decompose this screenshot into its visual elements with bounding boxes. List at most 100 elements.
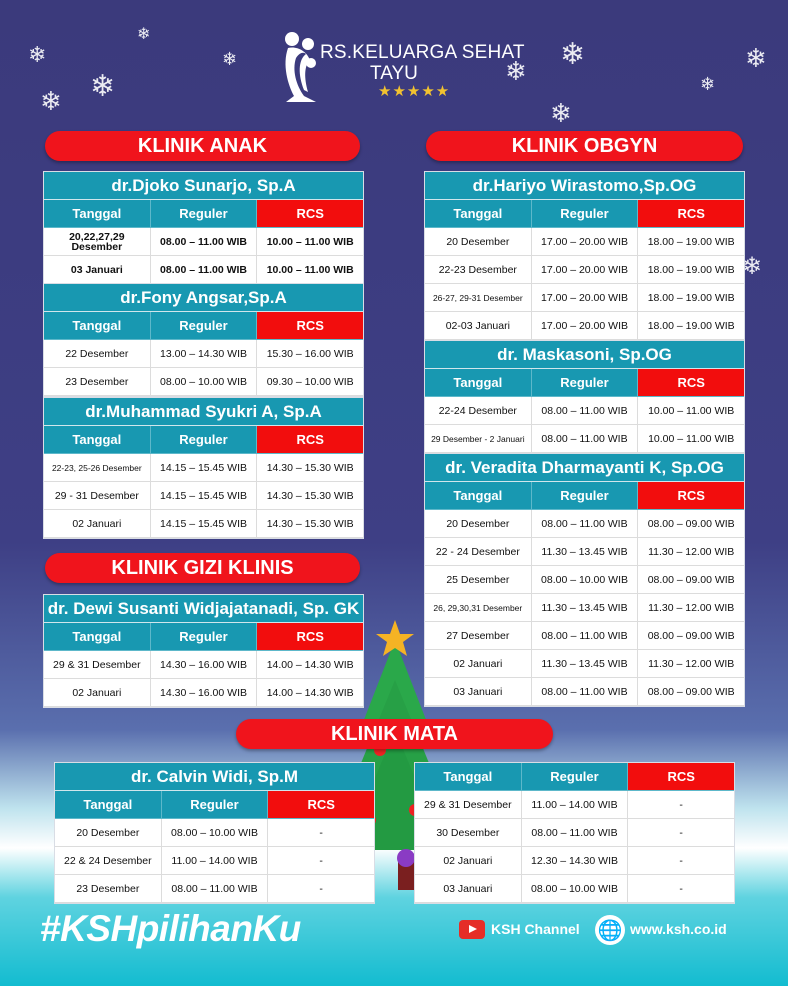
table-row: 22-23 Desember 17.00 – 20.00 WIB 18.00 – 1…: [425, 256, 745, 284]
cell-rcs-time: 08.00 – 09.00 WIB: [638, 678, 745, 706]
cell-rcs-time: 08.00 – 09.00 WIB: [638, 566, 745, 594]
cell-rcs-time: 10.00 – 11.00 WIB: [638, 397, 745, 425]
table-row: 23 Desember 08.00 – 10.00 WIB 09.30 – 10.0…: [44, 368, 364, 396]
banner-klinik-anak: KLINIK ANAK: [45, 131, 360, 161]
cell-date: 02-03 Januari: [425, 312, 532, 340]
table-header-row: Tanggal Reguler RCS: [415, 763, 735, 791]
column-header-rcs: RCS: [638, 200, 745, 228]
table-row: 29 & 31 Desember 11.00 – 14.00 WIB -: [415, 791, 735, 819]
cell-rcs-time: 11.30 – 12.00 WIB: [638, 538, 745, 566]
table-row: 03 Januari 08.00 – 10.00 WIB -: [415, 875, 735, 903]
schedule-table: dr. Veradita Dharmayanti K, Sp.OG Tanggal…: [424, 453, 745, 707]
table-row: 22-23, 25-26 Desember 14.15 – 15.45 WIB 14…: [44, 454, 364, 482]
cell-date: 23 Desember: [44, 368, 151, 396]
cell-rcs-time: 14.00 – 14.30 WIB: [257, 679, 364, 707]
cell-rcs-time: 14.30 – 15.30 WIB: [257, 454, 364, 482]
youtube-channel-link[interactable]: KSH Channel: [491, 921, 580, 937]
cell-regular-time: 11.00 – 14.00 WIB: [161, 847, 269, 875]
cell-regular-time: 17.00 – 20.00 WIB: [531, 256, 639, 284]
cell-rcs-time: -: [268, 819, 375, 847]
cell-regular-time: 17.00 – 20.00 WIB: [531, 284, 639, 312]
cell-regular-time: 08.00 – 11.00 WIB: [531, 397, 639, 425]
cell-regular-time: 08.00 – 11.00 WIB: [150, 228, 258, 256]
cell-date: 22-24 Desember: [425, 397, 532, 425]
snowflake-icon: ❄: [745, 43, 767, 73]
cell-date: 03 Januari: [425, 678, 532, 706]
schedule-table: dr.Muhammad Syukri A, Sp.A Tanggal Reguler…: [43, 397, 364, 539]
column-header-rcs: RCS: [638, 482, 745, 510]
schedule-table: dr. Maskasoni, Sp.OG Tanggal Reguler RCS 22-…: [424, 340, 745, 454]
doctor-name: dr. Dewi Susanti Widjajatanadi, Sp. GK: [44, 595, 363, 623]
cell-date: 02 Januari: [44, 510, 151, 538]
cell-date: 02 Januari: [44, 679, 151, 707]
cell-date: 22 Desember: [44, 340, 151, 368]
banner-klinik-mata: KLINIK MATA: [236, 719, 553, 749]
banner-klinik-obgyn: KLINIK OBGYN: [426, 131, 743, 161]
doctor-name: dr. Calvin Widi, Sp.M: [55, 763, 374, 791]
column-header-reguler: Reguler: [150, 312, 258, 340]
snowflake-icon: ❄: [40, 86, 62, 116]
table-row: 29 Desember - 2 Januari 08.00 – 11.00 WIB…: [425, 425, 745, 453]
youtube-icon[interactable]: [459, 920, 485, 939]
table-row: 20 Desember 08.00 – 10.00 WIB -: [55, 819, 375, 847]
cell-rcs-time: 10.00 – 11.00 WIB: [257, 228, 364, 256]
column-header-reguler: Reguler: [150, 623, 258, 651]
table-row: 26-27, 29-31 Desember 17.00 – 20.00 WIB 18…: [425, 284, 745, 312]
column-header-tanggal: Tanggal: [44, 200, 151, 228]
family-logo-icon: [285, 32, 316, 102]
column-header-tanggal: Tanggal: [44, 312, 151, 340]
cell-regular-time: 08.00 – 11.00 WIB: [531, 622, 639, 650]
column-header-rcs: RCS: [268, 791, 375, 819]
cell-date: 26, 29,30,31 Desember: [425, 594, 532, 622]
cell-regular-time: 08.00 – 10.00 WIB: [150, 368, 258, 396]
cell-date: 29 Desember - 2 Januari: [425, 425, 532, 453]
cell-date: 23 Desember: [55, 875, 162, 903]
column-header-tanggal: Tanggal: [55, 791, 162, 819]
column-header-reguler: Reguler: [521, 763, 629, 791]
cell-regular-time: 08.00 – 10.00 WIB: [531, 566, 639, 594]
cell-rcs-time: -: [628, 791, 735, 819]
table-header-row: Tanggal Reguler RCS: [44, 623, 364, 651]
table-header-row: Tanggal Reguler RCS: [44, 200, 364, 228]
table-row: 22 & 24 Desember 11.00 – 14.00 WIB -: [55, 847, 375, 875]
table-row: 30 Desember 08.00 – 11.00 WIB -: [415, 819, 735, 847]
cell-regular-time: 08.00 – 11.00 WIB: [521, 819, 629, 847]
doctor-name: dr.Fony Angsar,Sp.A: [44, 284, 363, 312]
table-header-row: Tanggal Reguler RCS: [425, 200, 745, 228]
cell-rcs-time: 18.00 – 19.00 WIB: [638, 284, 745, 312]
column-header-tanggal: Tanggal: [44, 623, 151, 651]
cell-regular-time: 14.30 – 16.00 WIB: [150, 679, 258, 707]
cell-rcs-time: 18.00 – 19.00 WIB: [638, 228, 745, 256]
column-header-reguler: Reguler: [161, 791, 269, 819]
column-header-tanggal: Tanggal: [425, 482, 532, 510]
cell-regular-time: 08.00 – 11.00 WIB: [531, 510, 639, 538]
column-header-tanggal: Tanggal: [425, 369, 532, 397]
table-header-row: Tanggal Reguler RCS: [44, 312, 364, 340]
column-header-reguler: Reguler: [531, 482, 639, 510]
table-row: 26, 29,30,31 Desember 11.30 – 13.45 WIB 11…: [425, 594, 745, 622]
table-row: 25 Desember 08.00 – 10.00 WIB 08.00 – 09.0…: [425, 566, 745, 594]
cell-date: 26-27, 29-31 Desember: [425, 284, 532, 312]
cell-regular-time: 11.30 – 13.45 WIB: [531, 594, 639, 622]
cell-regular-time: 08.00 – 10.00 WIB: [521, 875, 629, 903]
column-header-reguler: Reguler: [150, 426, 258, 454]
website-link[interactable]: www.ksh.co.id: [630, 921, 727, 937]
cell-date: 29 - 31 Desember: [44, 482, 151, 510]
table-header-row: Tanggal Reguler RCS: [55, 791, 375, 819]
cell-rcs-time: 14.30 – 15.30 WIB: [257, 482, 364, 510]
snowflake-icon: ❄: [742, 253, 763, 280]
cell-date: 20,22,27,29 Desember: [44, 228, 151, 256]
table-header-row: Tanggal Reguler RCS: [425, 369, 745, 397]
column-header-rcs: RCS: [257, 312, 364, 340]
cell-date: 25 Desember: [425, 566, 532, 594]
cell-rcs-time: 09.30 – 10.00 WIB: [257, 368, 364, 396]
cell-date: 22 & 24 Desember: [55, 847, 162, 875]
snowflake-icon: ❄: [90, 70, 116, 103]
column-header-rcs: RCS: [257, 200, 364, 228]
column-header-rcs: RCS: [638, 369, 745, 397]
cell-rcs-time: 08.00 – 09.00 WIB: [638, 510, 745, 538]
cell-regular-time: 14.15 – 15.45 WIB: [150, 482, 258, 510]
cell-rcs-time: 14.30 – 15.30 WIB: [257, 510, 364, 538]
cell-date: 22-23 Desember: [425, 256, 532, 284]
cell-rcs-time: 11.30 – 12.00 WIB: [638, 594, 745, 622]
